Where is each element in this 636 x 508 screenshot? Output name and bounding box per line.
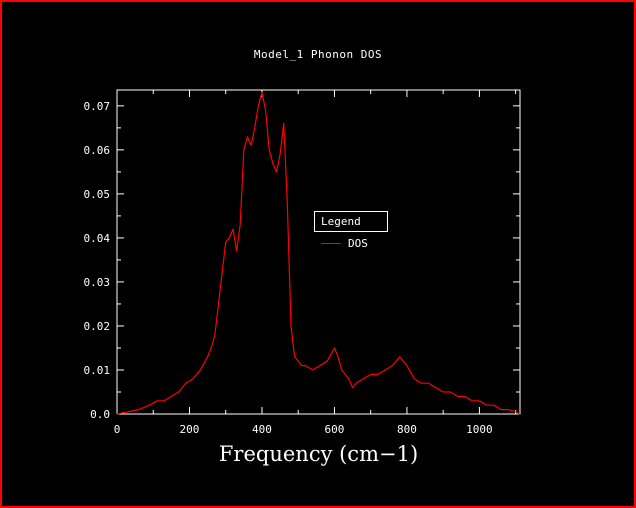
x-axis-title: Frequency (cm−1) xyxy=(219,442,418,466)
x-tick-label: 600 xyxy=(325,423,345,436)
dos-line-sample-icon xyxy=(321,243,341,244)
y-tick-label: 0.02 xyxy=(84,320,111,333)
x-tick-label: 200 xyxy=(180,423,200,436)
y-tick-label: 0.05 xyxy=(84,188,111,201)
x-tick-label: 0 xyxy=(114,423,121,436)
y-tick-label: 0.03 xyxy=(84,276,111,289)
legend: Legend DOS xyxy=(314,211,388,250)
plot-frame xyxy=(116,89,521,415)
legend-title: Legend xyxy=(321,215,361,228)
y-tick-label: 0.06 xyxy=(84,144,111,157)
y-tick-label: 0.01 xyxy=(84,364,111,377)
x-tick-label: 400 xyxy=(252,423,272,436)
x-tick-label: 800 xyxy=(397,423,417,436)
y-tick-label: 0.07 xyxy=(84,100,111,113)
y-tick-label: 0.04 xyxy=(84,232,111,245)
y-tick-label: 0.0 xyxy=(90,408,110,421)
legend-entry-label: DOS xyxy=(348,237,368,250)
legend-entry: DOS xyxy=(314,237,388,250)
series-dos-curve xyxy=(116,91,520,415)
chart-title: Model_1 Phonon DOS xyxy=(253,48,383,61)
x-tick-label: 1000 xyxy=(466,423,493,436)
legend-title-box: Legend xyxy=(314,211,388,232)
